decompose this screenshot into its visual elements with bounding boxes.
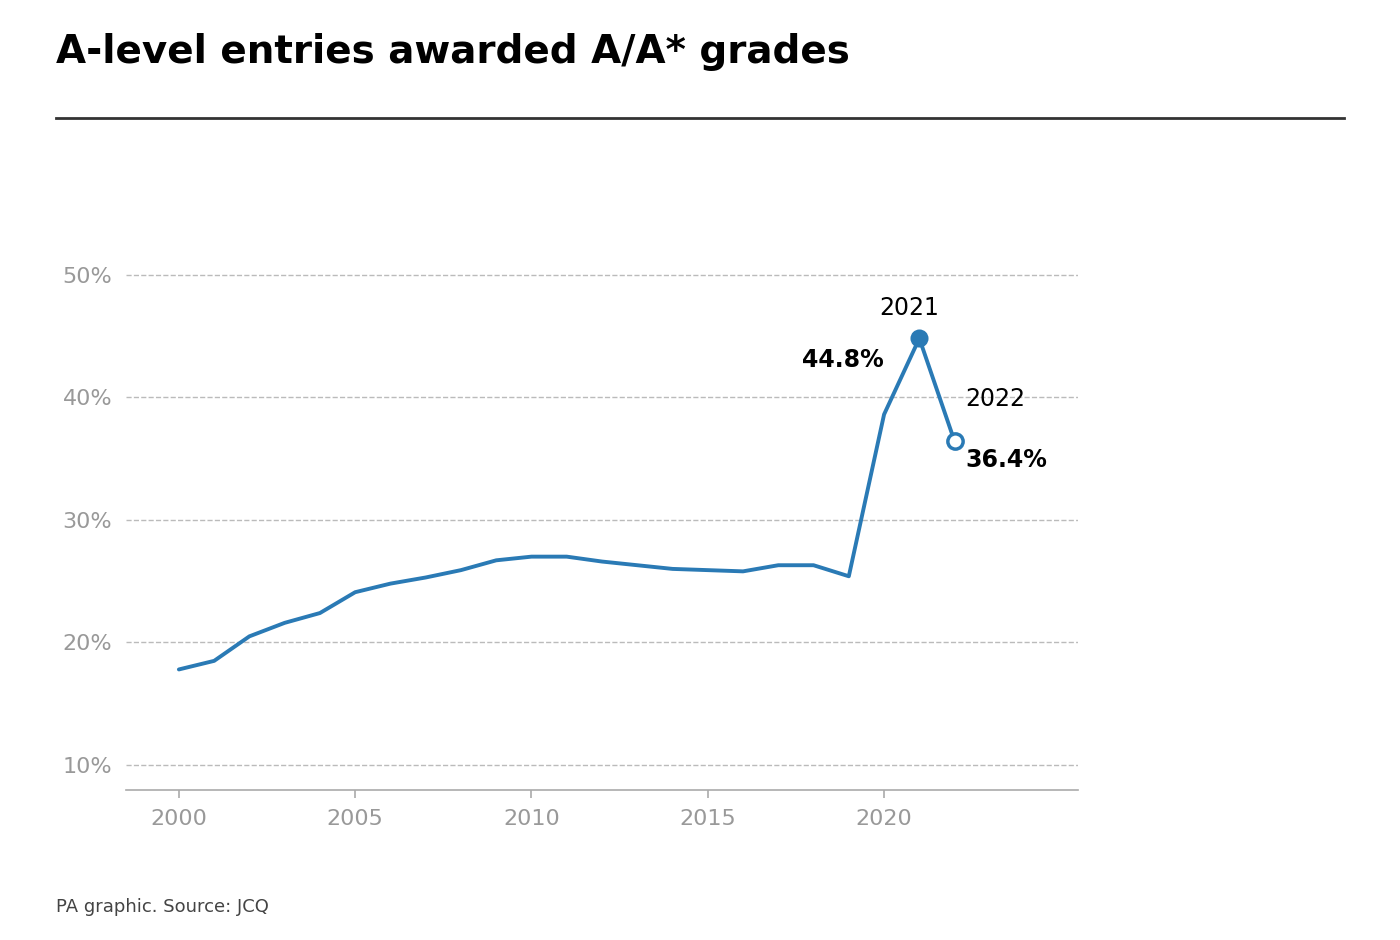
Text: 2021: 2021	[879, 296, 938, 320]
Text: 36.4%: 36.4%	[965, 447, 1047, 472]
Text: PA graphic. Source: JCQ: PA graphic. Source: JCQ	[56, 899, 269, 916]
Text: A-level entries awarded A/A* grades: A-level entries awarded A/A* grades	[56, 33, 850, 70]
Text: 44.8%: 44.8%	[802, 348, 883, 372]
Text: 2022: 2022	[965, 386, 1025, 411]
